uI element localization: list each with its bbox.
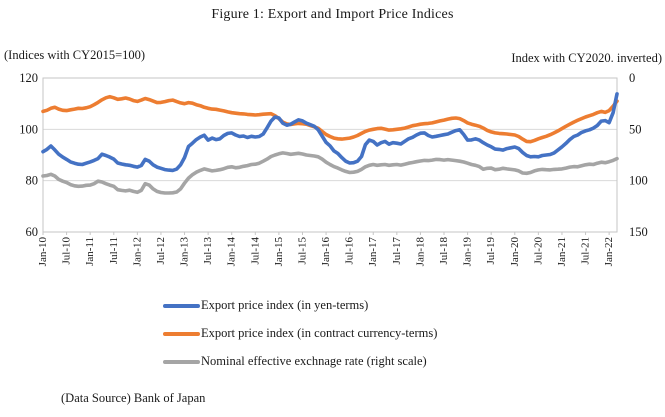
x-axis-tick-label: Jul-17 xyxy=(391,237,403,265)
legend-item-export-yen: Export price index (in yen-terms) xyxy=(163,297,437,314)
x-axis-tick-label: Jul-11 xyxy=(108,237,120,264)
right-axis-tick-label: 100 xyxy=(629,174,648,188)
right-axis-tick-label: 150 xyxy=(629,225,648,239)
left-axis-tick-label: 100 xyxy=(19,122,38,136)
right-axis-header: Index with CY2020. inverted) xyxy=(511,51,662,65)
legend-label-export-yen: Export price index (in yen-terms) xyxy=(201,298,369,312)
left-axis-tick-label: 80 xyxy=(26,174,39,188)
x-axis-tick-label: Jul-13 xyxy=(202,237,214,265)
legend-swatch-neer xyxy=(163,359,200,364)
x-axis-tick-label: Jul-15 xyxy=(296,237,308,265)
legend-label-neer: Nominal effective exchnage rate (right s… xyxy=(201,354,427,368)
legend-swatch-export-contract xyxy=(163,331,200,336)
left-axis-header: (Indices with CY2015=100) xyxy=(4,48,146,62)
x-axis-tick-label: Jan-20 xyxy=(509,237,521,267)
series-line-export-yen xyxy=(41,92,619,173)
x-axis-tick-label: Jan-21 xyxy=(556,237,568,266)
x-axis-tick-label: Jan-15 xyxy=(273,237,285,267)
x-axis-tick-label: Jan-12 xyxy=(131,237,143,266)
x-axis-tick-label: Jan-22 xyxy=(603,237,615,266)
x-axis-tick-label: Jan-17 xyxy=(367,237,379,267)
left-axis-tick-label: 120 xyxy=(19,71,38,85)
x-axis-tick-label: Jan-14 xyxy=(226,237,238,267)
legend-item-export-contract: Export price index (in contract currency… xyxy=(163,325,437,342)
right-axis-tick-label: 50 xyxy=(629,122,642,136)
legend-label-export-contract: Export price index (in contract currency… xyxy=(201,326,438,340)
series-line-neer xyxy=(41,151,619,195)
legend-item-neer: Nominal effective exchnage rate (right s… xyxy=(163,353,437,370)
x-axis-tick-label: Jan-16 xyxy=(320,237,332,267)
right-axis-tick-label: 0 xyxy=(629,71,635,85)
x-axis-tick-label: Jul-10 xyxy=(61,237,73,265)
x-axis-tick-label: Jul-20 xyxy=(532,237,544,265)
x-axis-tick-label: Jan-18 xyxy=(414,237,426,267)
x-axis-tick-label: Jan-19 xyxy=(462,237,474,267)
data-source-note: (Data Source) Bank of Japan xyxy=(61,391,206,405)
plot-border xyxy=(42,77,618,233)
left-axis-tick-label: 60 xyxy=(26,225,39,239)
x-axis-tick-label: Jul-18 xyxy=(438,237,450,265)
chart-title: Figure 1: Export and Import Price Indice… xyxy=(211,7,454,22)
x-axis-tick-label: Jan-10 xyxy=(37,237,49,267)
x-axis-tick-label: Jul-21 xyxy=(580,237,592,265)
x-axis-tick-label: Jul-16 xyxy=(344,237,356,265)
chart-legend: Export price index (in yen-terms) Export… xyxy=(163,297,437,370)
series-line-export-contract xyxy=(41,94,619,144)
x-axis-tick-label: Jan-11 xyxy=(84,237,96,266)
x-axis-tick-label: Jan-13 xyxy=(179,237,191,267)
x-axis-tick-label: Jul-12 xyxy=(155,237,167,265)
x-axis-tick-label: Jul-14 xyxy=(249,237,261,265)
legend-swatch-export-yen xyxy=(163,303,200,308)
x-axis-tick-label: Jul-19 xyxy=(485,237,497,265)
